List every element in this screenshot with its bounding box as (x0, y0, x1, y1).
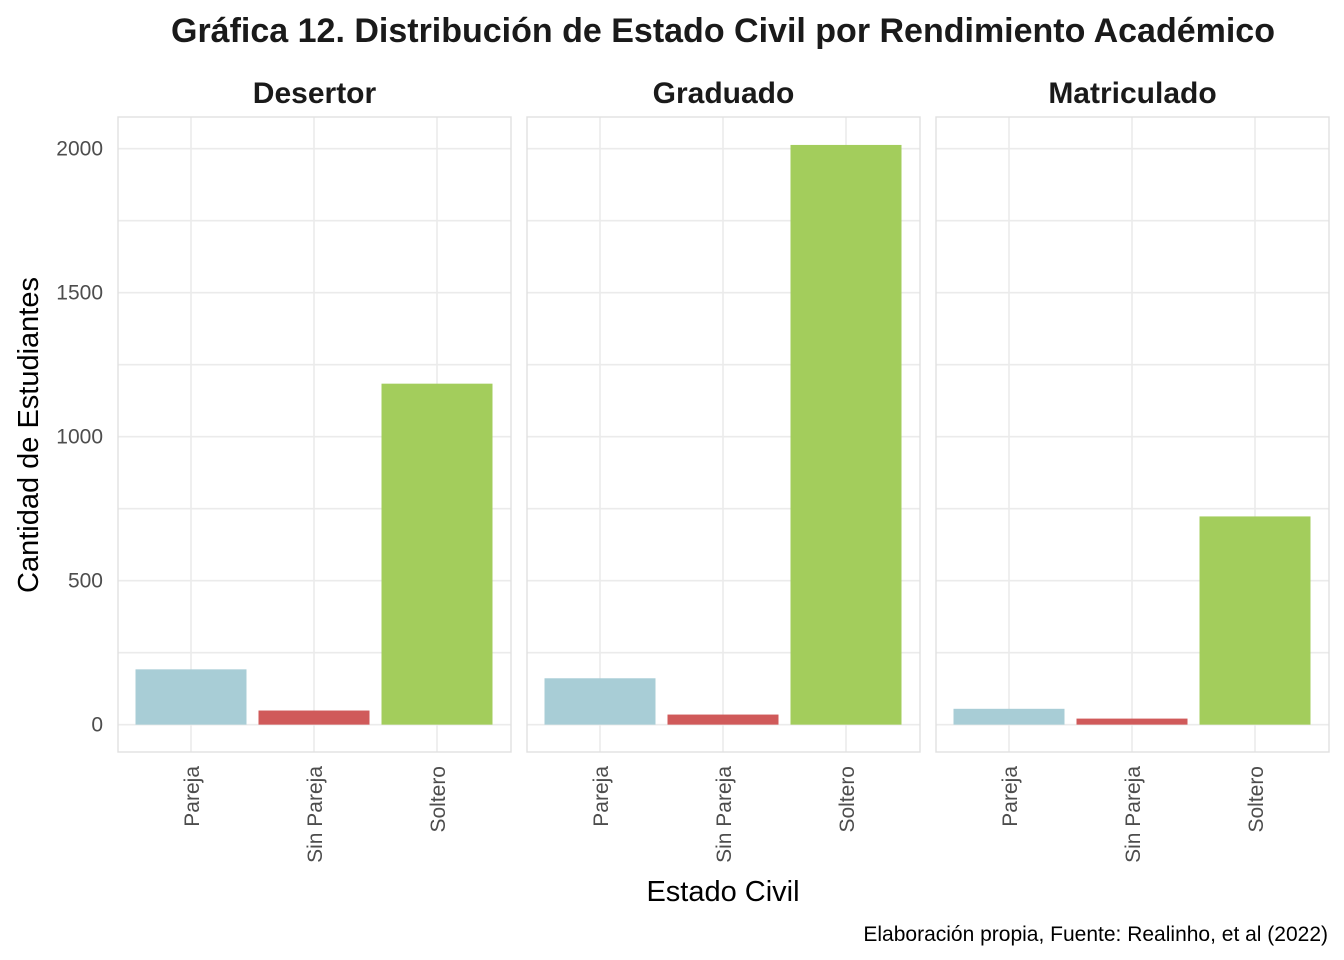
bar-pareja (953, 708, 1065, 725)
facet-panel-graduado: Graduado Pareja Sin Pareja Soltero (526, 77, 921, 863)
facet-label: Matriculado (1048, 77, 1216, 110)
y-tick-label: 500 (68, 570, 103, 593)
facet-label: Desertor (253, 77, 377, 110)
bar-sin-pareja (258, 710, 370, 725)
bar-pareja (135, 669, 247, 725)
y-axis-title: Cantidad de Estudiantes (13, 277, 45, 593)
bar-soltero (381, 383, 493, 725)
y-tick-label: 0 (91, 714, 103, 737)
bar-sin-pareja (1076, 718, 1188, 725)
x-tick-label: Pareja (999, 766, 1022, 827)
x-tick-label: Sin Pareja (713, 766, 736, 863)
chart-caption: Elaboración propia, Fuente: Realinho, et… (863, 923, 1328, 946)
facet-panels: 0 500 1000 1500 2000 Desertor Pareja Sin Pareja… (56, 77, 1330, 863)
bar-soltero (790, 144, 902, 725)
x-tick-label: Soltero (1245, 766, 1268, 833)
x-tick-label: Pareja (590, 766, 613, 827)
facet-panel-matriculado: Matriculado Pareja Sin Pareja Soltero (935, 77, 1330, 863)
facet-panel-desertor: Desertor Pareja Sin Pareja Soltero (117, 77, 512, 863)
y-tick-label: 2000 (56, 138, 103, 161)
x-tick-label: Soltero (836, 766, 859, 833)
chart-title: Gráfica 12. Distribución de Estado Civil… (171, 12, 1275, 50)
panel-border (117, 116, 512, 753)
panel-border (935, 116, 1330, 753)
panel-border (526, 116, 921, 753)
bar-sin-pareja (667, 714, 779, 725)
x-tick-label: Sin Pareja (304, 766, 327, 863)
bar-soltero (1199, 516, 1311, 725)
x-tick-label: Soltero (427, 766, 450, 833)
facet-label: Graduado (653, 77, 795, 110)
y-tick-label: 1500 (56, 282, 103, 305)
x-tick-label: Pareja (181, 766, 204, 827)
x-tick-label: Sin Pareja (1122, 766, 1145, 863)
bar-pareja (544, 678, 656, 725)
x-axis-title: Estado Civil (646, 876, 799, 908)
y-tick-label: 1000 (56, 426, 103, 449)
